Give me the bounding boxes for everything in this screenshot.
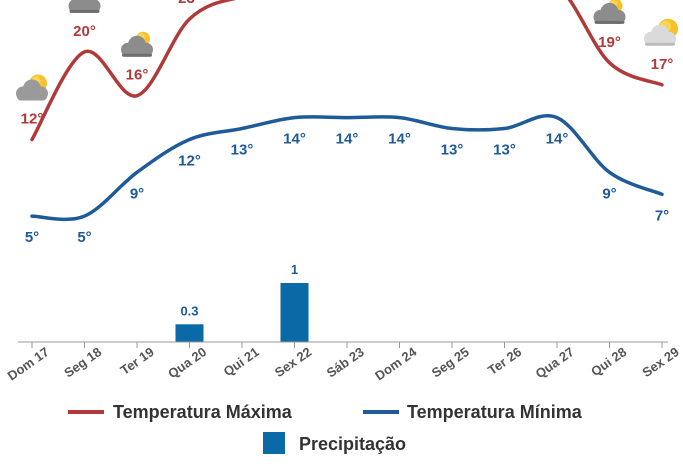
cloudy-icon (593, 0, 626, 24)
x-tick-label: Qui 21 (221, 344, 262, 379)
tmin-value-label: 9° (130, 185, 144, 202)
tmin-value-label: 12° (178, 153, 201, 170)
tmax-value-label: 12° (21, 111, 44, 128)
temperature-labels: 12°20°16°23°25°25°25°25°25°25°26°19°17°5… (21, 0, 674, 246)
tmin-value-label: 7° (655, 207, 669, 224)
legend-label-precip: Precipitação (299, 434, 406, 454)
legend-item-precip[interactable]: Precipitação (263, 432, 406, 454)
tmax-line (30, 0, 664, 142)
legend-item-tmin[interactable]: Temperatura Mínima (363, 402, 583, 422)
precipitation-bars: 0.31 (175, 262, 309, 342)
x-axis-ticks: Dom 17 Seg 18 Ter 19 Qua 20 Qui 21 Sex 22 Sáb … (5, 342, 682, 383)
x-tick-label: Ter 26 (485, 344, 524, 378)
x-tick-label: Qua 20 (165, 344, 209, 381)
tmin-value-label: 14° (283, 131, 306, 148)
precip-value-label: 1 (291, 262, 298, 277)
tmax-value-label: 17° (651, 56, 674, 73)
tmin-line (30, 114, 664, 222)
x-tick-label: Sáb 23 (324, 344, 367, 380)
tmin-value-label: 14° (336, 131, 359, 148)
x-tick-label: Sex 29 (639, 344, 681, 380)
weather-icons (16, 0, 678, 101)
x-tick-label: Seg 18 (61, 344, 104, 380)
tmin-value-label: 13° (493, 142, 516, 159)
partly-cloudy-icon (644, 18, 678, 46)
tmin-value-label: 14° (388, 131, 411, 148)
tmin-value-label: 14° (546, 131, 569, 148)
tmin-value-label: 13° (231, 142, 254, 159)
legend-swatch-precip (263, 432, 285, 454)
precip-value-label: 0.3 (180, 303, 198, 318)
legend-label-tmax: Temperatura Máxima (113, 402, 293, 422)
legend-label-tmin: Temperatura Mínima (407, 402, 583, 422)
legend: Temperatura Máxima Temperatura Mínima Pr… (68, 402, 583, 454)
x-tick-label: Ter 19 (118, 344, 157, 378)
tmin-value-label: 9° (602, 185, 616, 202)
partly-cloudy-dark-icon (16, 74, 48, 101)
x-tick-label: Sex 22 (272, 344, 314, 380)
cloudy-icon (121, 31, 153, 57)
legend-item-tmax[interactable]: Temperatura Máxima (68, 402, 293, 422)
tmax-value-label: 19° (598, 34, 621, 51)
x-tick-label: Dom 17 (5, 344, 52, 383)
tmax-value-label: 23° (178, 0, 201, 7)
x-tick-label: Qui 28 (588, 344, 629, 379)
tmax-value-label: 16° (126, 67, 149, 84)
x-tick-label: Dom 24 (372, 344, 420, 384)
cloudy-icon (68, 0, 101, 13)
precip-bar (175, 324, 204, 342)
x-tick-label: Qua 27 (533, 344, 577, 381)
tmin-value-label: 5° (77, 229, 91, 246)
x-tick-label: Seg 25 (429, 344, 472, 380)
tmin-value-label: 5° (25, 229, 39, 246)
tmin-value-label: 13° (441, 142, 464, 159)
tmax-value-label: 20° (73, 23, 96, 40)
temperature-lines (30, 0, 664, 222)
precip-bar (280, 283, 309, 342)
